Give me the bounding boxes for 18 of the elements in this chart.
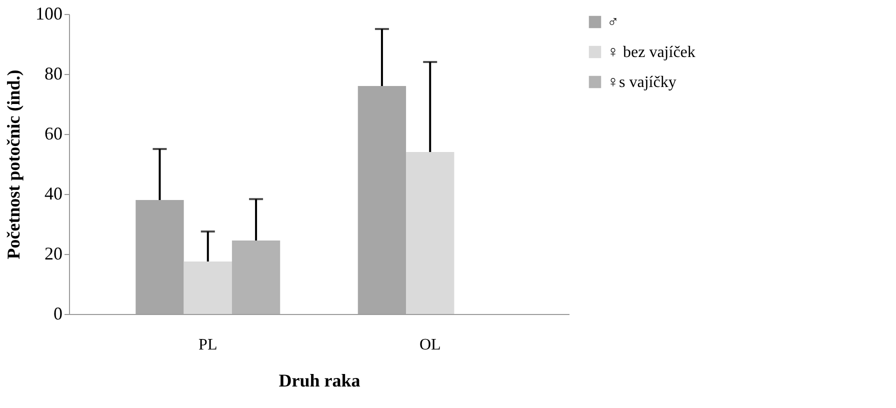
y-tick-label: 60 <box>44 124 62 144</box>
x-tick-label: PL <box>198 336 218 354</box>
legend-label: ♂ <box>607 14 619 31</box>
y-tick-label: 20 <box>44 244 62 264</box>
bar <box>406 152 454 314</box>
y-tick-label: 80 <box>44 64 62 84</box>
y-tick-label: 40 <box>44 184 62 204</box>
y-tick-label: 100 <box>36 4 62 24</box>
bar <box>136 200 184 314</box>
bar <box>232 240 280 314</box>
x-axis-title: Druh raka <box>278 370 360 390</box>
y-tick-label: 0 <box>54 304 62 324</box>
bar <box>184 262 232 314</box>
x-tick-label: OL <box>419 336 441 354</box>
bar <box>358 86 406 314</box>
legend-label: ♀ bez vajíček <box>607 44 696 61</box>
y-axis-title: Početnost potočnic (ind.) <box>4 70 24 260</box>
legend-label: ♀s vajíčky <box>607 74 676 91</box>
